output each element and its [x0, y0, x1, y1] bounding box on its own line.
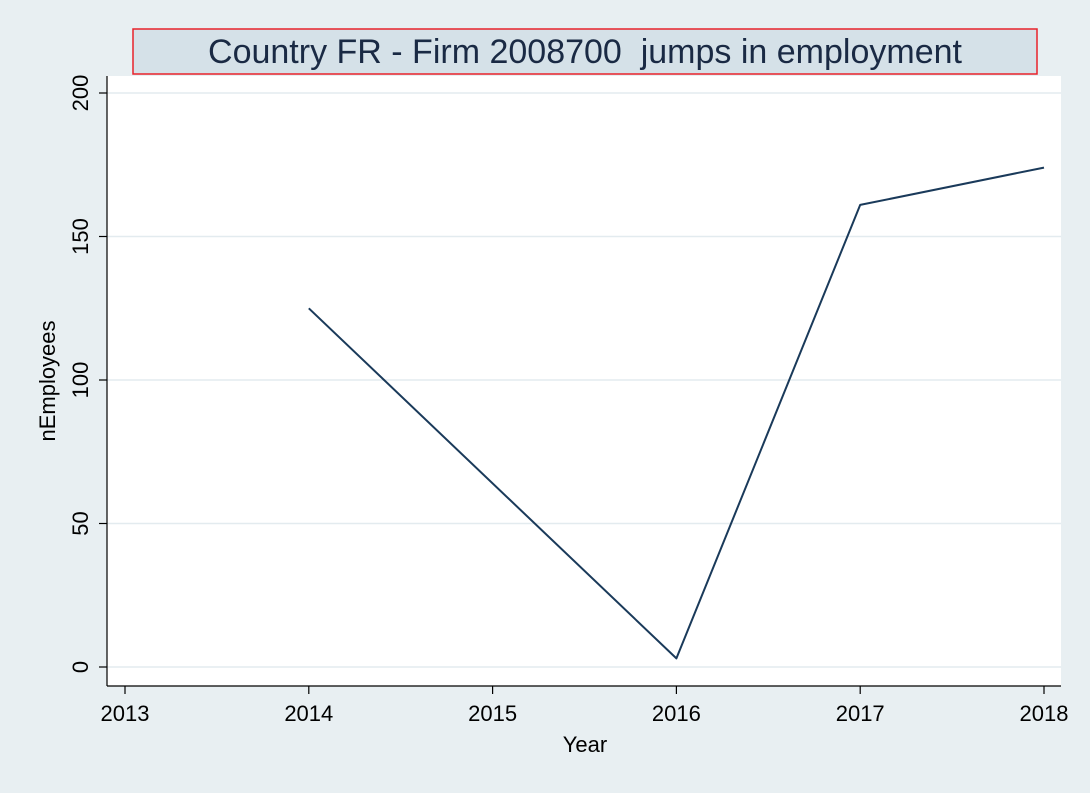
series-line: [308, 166, 1045, 660]
series-layer: [308, 166, 1045, 660]
axes-layer: 0 50 100 150 200 2013 2014 2015 2016 2017 2018: [68, 75, 1068, 726]
y-tick-label: 150: [68, 218, 93, 255]
x-tick-label: 2014: [284, 701, 333, 726]
title-box: [132, 28, 1038, 75]
x-tick-label: 2018: [1020, 701, 1069, 726]
y-axis-title: nEmployees: [35, 320, 60, 441]
x-tick-label: 2015: [468, 701, 517, 726]
y-tick-label: 0: [68, 661, 93, 673]
chart-title: Country FR - Firm 2008700 jumps in emplo…: [208, 33, 962, 71]
x-axis-title: Year: [563, 732, 607, 757]
y-tick-label: 100: [68, 362, 93, 399]
x-tick-label: 2016: [652, 701, 701, 726]
y-tick-label: 50: [68, 511, 93, 535]
x-tick-label: 2017: [836, 701, 885, 726]
plot-area: [107, 76, 1061, 686]
y-tick-label: 200: [68, 75, 93, 112]
x-tick-label: 2013: [101, 701, 150, 726]
grid-layer: [107, 92, 1061, 668]
